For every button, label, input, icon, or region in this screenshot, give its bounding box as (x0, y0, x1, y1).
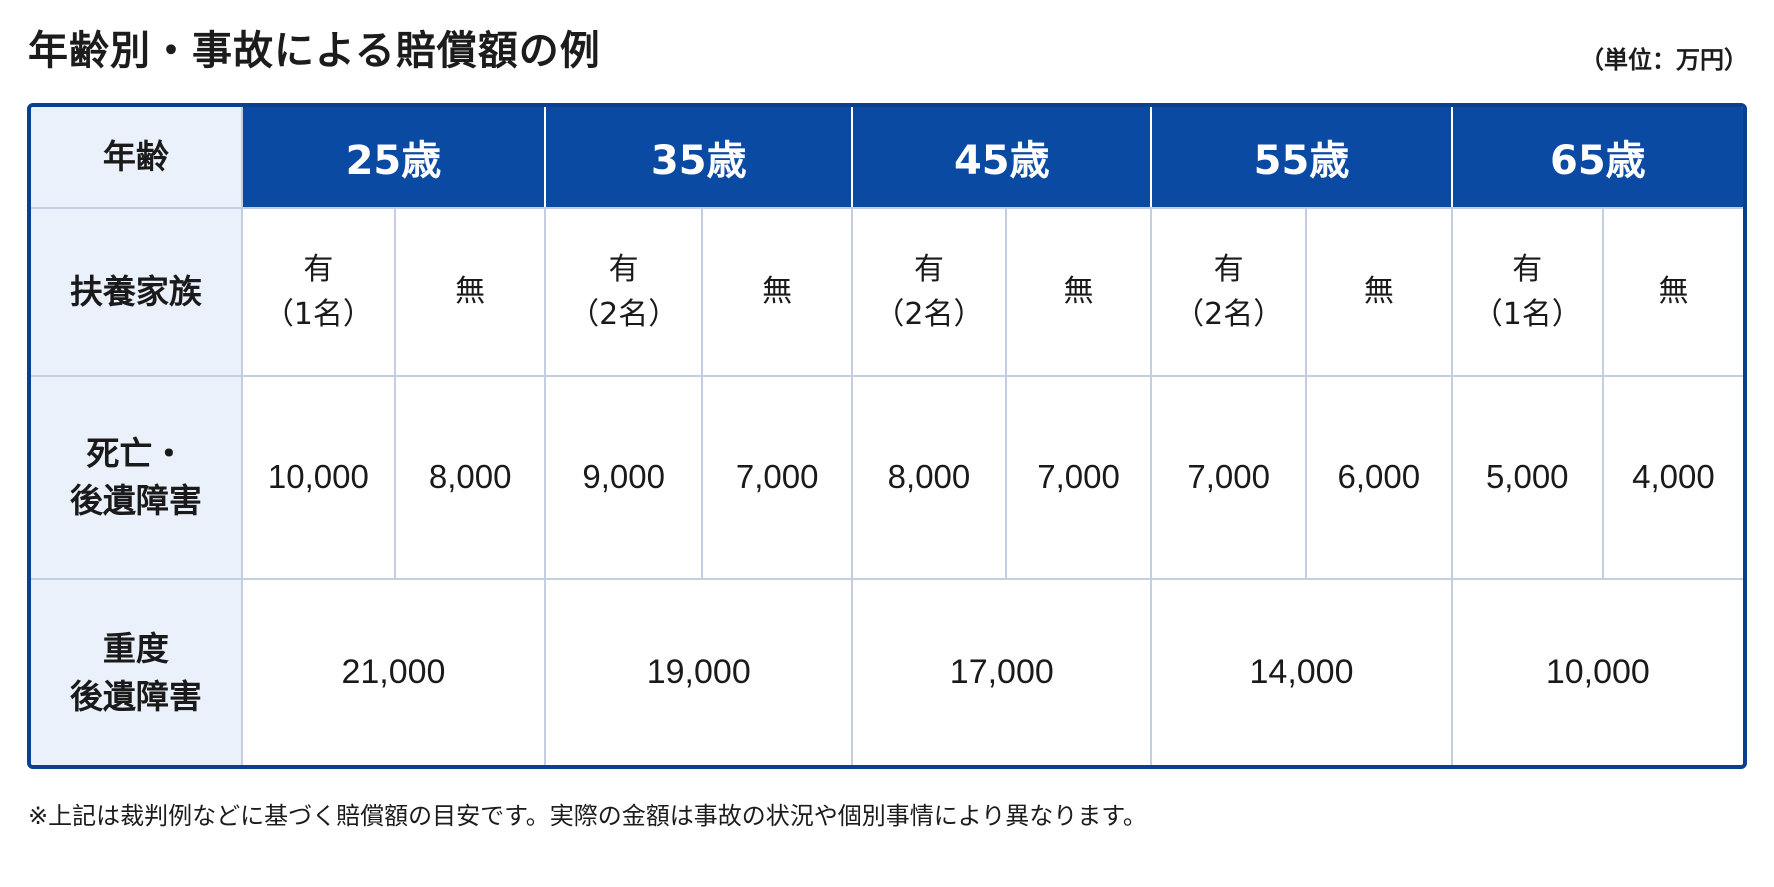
dependents-without-65: 無 (1601, 206, 1743, 377)
dependents-with-25: 有 （1名） (240, 206, 397, 377)
severe-header: 重度 後遺障害 (31, 578, 243, 765)
dependents-with-label: 有 (303, 251, 334, 287)
dependents-header: 扶養家族 (31, 206, 243, 377)
dependents-with-label: 有 (1512, 251, 1543, 287)
severe-55: 14,000 (1150, 578, 1453, 765)
death-with-45: 8,000 (851, 374, 1007, 581)
dependents-count: （1名） (1472, 296, 1582, 332)
dependents-without-55: 無 (1304, 206, 1453, 377)
death-with-55: 7,000 (1150, 374, 1307, 581)
dependents-with-35: 有 （2名） (544, 206, 704, 377)
dependents-count: （2名） (569, 296, 679, 332)
death-without-55: 6,000 (1304, 374, 1453, 581)
severe-45: 17,000 (851, 578, 1153, 765)
death-without-65: 4,000 (1601, 374, 1743, 581)
severe-header-line1: 重度 (102, 628, 169, 668)
unit-label: （単位：万円） (1580, 46, 1748, 74)
age-65: 65歳 (1450, 107, 1743, 209)
dependents-count: （1名） (263, 296, 373, 332)
death-without-35: 7,000 (701, 374, 854, 581)
dependents-with-label: 有 (913, 251, 944, 287)
death-without-25: 8,000 (394, 374, 547, 581)
dependents-count: （2名） (874, 296, 984, 332)
dependents-without-25: 無 (394, 206, 547, 377)
compensation-table: 年齢 25歳 35歳 45歳 55歳 65歳 扶養家族 有 （1名） 無 有 （… (27, 103, 1747, 769)
death-row: 死亡・ 後遺障害 10,000 8,000 9,000 7,000 8,000 … (31, 374, 1743, 581)
dependents-with-45: 有 （2名） (851, 206, 1007, 377)
severe-35: 19,000 (544, 578, 854, 765)
dependents-row: 扶養家族 有 （1名） 無 有 （2名） 無 有 （2名） 無 有 （2名） 無 (31, 206, 1743, 377)
dependents-with-label: 有 (1213, 251, 1244, 287)
severe-65: 10,000 (1450, 578, 1743, 765)
death-header: 死亡・ 後遺障害 (31, 374, 243, 581)
age-header: 年齢 (31, 107, 243, 209)
age-55: 55歳 (1150, 107, 1453, 209)
dependents-with-label: 有 (608, 251, 639, 287)
death-header-line2: 後遺障害 (69, 481, 202, 521)
death-with-65: 5,000 (1450, 374, 1604, 581)
age-35: 35歳 (544, 107, 854, 209)
death-with-35: 9,000 (544, 374, 704, 581)
age-25: 25歳 (240, 107, 547, 209)
severe-header-line2: 後遺障害 (69, 676, 202, 716)
dependents-with-65: 有 （1名） (1450, 206, 1604, 377)
page-title: 年齢別・事故による賠償額の例 (28, 28, 601, 74)
age-45: 45歳 (851, 107, 1153, 209)
dependents-with-55: 有 （2名） (1150, 206, 1307, 377)
dependents-without-45: 無 (1004, 206, 1153, 377)
death-with-25: 10,000 (240, 374, 397, 581)
footnote: ※上記は裁判例などに基づく賠償額の目安です。実際の金額は事故の状況や個別事情によ… (28, 802, 1147, 830)
severe-row: 重度 後遺障害 21,000 19,000 17,000 14,000 10,0… (31, 578, 1743, 765)
dependents-count: （2名） (1174, 296, 1284, 332)
death-without-45: 7,000 (1004, 374, 1153, 581)
severe-25: 21,000 (240, 578, 547, 765)
compensation-table-grid: 年齢 25歳 35歳 45歳 55歳 65歳 扶養家族 有 （1名） 無 有 （… (31, 107, 1743, 765)
dependents-without-35: 無 (701, 206, 854, 377)
death-header-line1: 死亡・ (86, 433, 186, 473)
age-row: 年齢 25歳 35歳 45歳 55歳 65歳 (31, 107, 1743, 209)
